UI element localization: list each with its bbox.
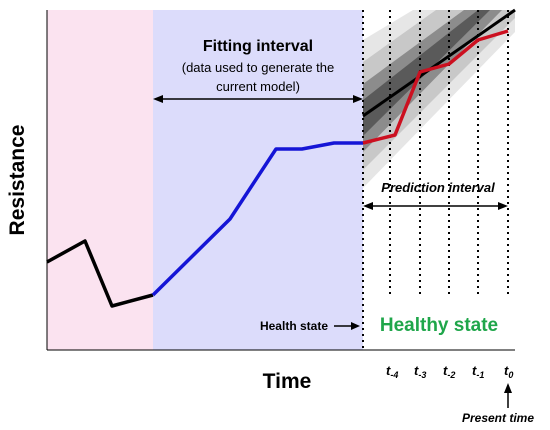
tick-labels: t-4 t-3 t-2 t-1 t0: [386, 363, 513, 380]
tick-label-t0: t0: [504, 363, 513, 380]
tick-label-t-2: t-2: [443, 363, 455, 380]
health-state-arrow: [334, 322, 360, 330]
healthy-state-text: Healthy state: [380, 315, 498, 336]
fitting-desc-line1: (data used to generate the: [182, 60, 335, 75]
band-middle: [363, 10, 515, 170]
health-box: [364, 298, 514, 348]
trend-line: [362, 8, 516, 118]
fitting-region: [153, 10, 363, 350]
present-time-arrow: [504, 383, 512, 408]
tick-gridlines: [362, 10, 509, 350]
fitting-desc-line2: current model): [216, 79, 300, 94]
tick-label-t-4: t-4: [386, 363, 398, 380]
present-time-label: Present time: [462, 411, 534, 425]
band-inner: [363, 10, 502, 152]
tick-label-t-1: t-1: [472, 363, 484, 380]
prediction-arrow: [363, 202, 508, 210]
tick-label-t-3: t-3: [414, 363, 426, 380]
prediction-label: Prediction interval: [381, 180, 495, 195]
y-axis-label: Resistance: [6, 125, 29, 236]
prediction-line: [362, 29, 509, 145]
past-line: [46, 239, 154, 308]
x-axis-label: Time: [263, 370, 312, 393]
fitting-line: [151, 141, 363, 297]
health-state-label: Health state: [260, 319, 328, 333]
fitting-arrow: [153, 95, 363, 103]
fitting-title: Fitting interval: [203, 38, 313, 55]
past-region: [47, 10, 153, 350]
